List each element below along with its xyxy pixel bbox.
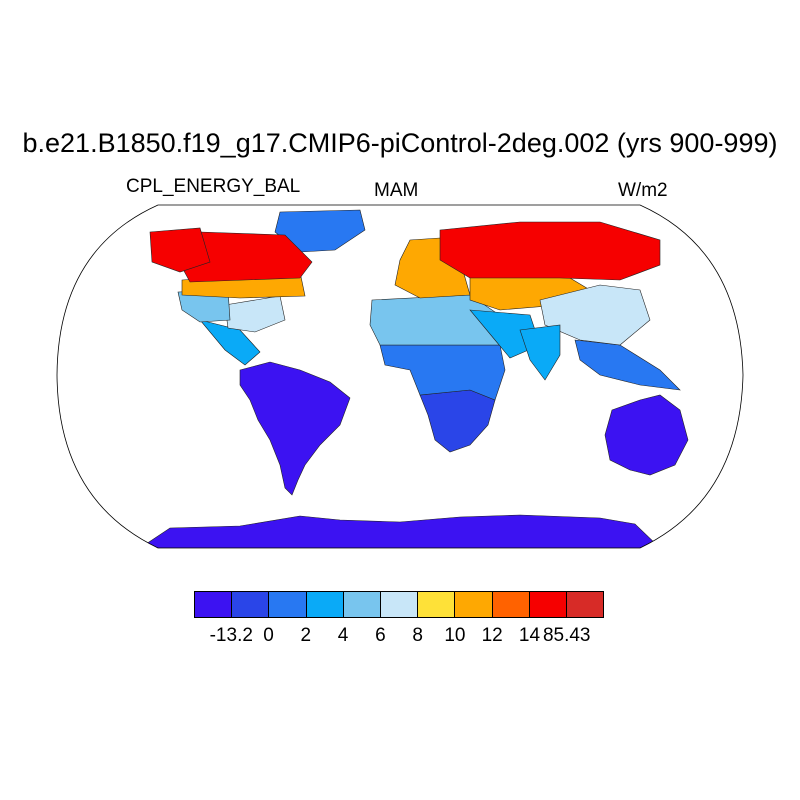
colorbar-tick-label: 4 (337, 625, 349, 646)
region-greenland (274, 209, 366, 253)
colorbar (194, 591, 604, 618)
colorbar-box (232, 592, 270, 617)
region-southern-africa (419, 389, 496, 453)
colorbar-tick-label: 8 (412, 625, 423, 646)
colorbar-box (566, 592, 604, 617)
variable-label: CPL_ENERGY_BAL (126, 176, 301, 197)
region-antarctica (139, 514, 661, 548)
units-label: W/m2 (618, 180, 668, 201)
colorbar-box (529, 592, 567, 617)
colorbar-tick-label: 6 (375, 625, 386, 646)
colorbar-box (269, 592, 307, 617)
region-alaska (149, 227, 211, 273)
region-south-america (239, 361, 351, 496)
colorbar-tick-label: 10 (444, 625, 466, 646)
colorbar-box (195, 592, 233, 617)
land-regions (139, 209, 689, 548)
colorbar-tick-label: 2 (300, 625, 312, 646)
colorbar-tick-label: 12 (481, 625, 503, 646)
map-outline (56, 204, 744, 549)
region-australia (604, 394, 689, 476)
colorbar-tick-label: 0 (263, 625, 274, 646)
colorbar-tick-label: -13.2 (209, 625, 253, 646)
season-label: MAM (374, 180, 419, 201)
region-siberia (439, 221, 661, 281)
region-southeast-asia (574, 339, 681, 391)
region-central-africa (379, 344, 506, 401)
colorbar-box (343, 592, 381, 617)
colorbar-box (380, 592, 419, 617)
colorbar-tick-label: 85.43 (542, 625, 591, 646)
region-arabia (469, 309, 541, 359)
colorbar-box (306, 592, 344, 617)
colorbar-box (492, 592, 530, 617)
plot-title: b.e21.B1850.f19_g17.CMIP6-piControl-2deg… (22, 128, 778, 158)
region-india (519, 324, 561, 381)
colorbar-box (455, 592, 493, 617)
colorbar-tick-label: 14 (518, 625, 541, 646)
region-eastern-usa (224, 295, 286, 333)
colorbar-box (418, 592, 456, 617)
